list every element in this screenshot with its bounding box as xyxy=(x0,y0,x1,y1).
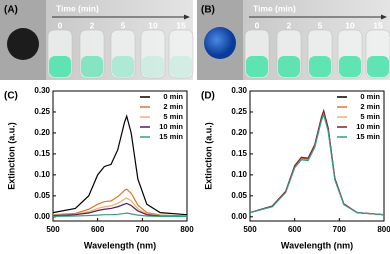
panel-label: (B) xyxy=(201,5,215,16)
tube-liquid xyxy=(278,56,300,77)
legend-label: 0 min xyxy=(360,92,380,101)
tube-liquid xyxy=(170,56,192,77)
sample-disk xyxy=(204,27,236,59)
panel-label: (A) xyxy=(4,5,18,16)
tube-liquid xyxy=(246,56,268,77)
y-axis-title: Extinction (a.u.) xyxy=(6,122,16,190)
y-tick-label: 0.25 xyxy=(34,107,50,116)
time-value: 2 xyxy=(90,20,95,30)
x-tick-label: 700 xyxy=(136,225,150,234)
time-label: Time (min) xyxy=(56,3,99,13)
time-value: 5 xyxy=(121,20,126,30)
time-value: 0 xyxy=(58,20,63,30)
legend-label: 10 min xyxy=(356,122,380,131)
series-line xyxy=(52,212,187,217)
y-tick-label: 0.05 xyxy=(231,191,247,200)
time-label: Time (min) xyxy=(253,3,296,13)
legend-label: 5 min xyxy=(163,112,183,121)
sample-disk xyxy=(7,28,39,60)
arrow-head xyxy=(184,14,190,20)
tube xyxy=(140,29,166,79)
legend-label: 15 min xyxy=(159,132,183,141)
y-tick-label: 0.30 xyxy=(34,86,50,95)
tube-liquid xyxy=(142,56,164,77)
time-value: 15 xyxy=(373,20,383,30)
tube xyxy=(168,29,194,79)
tube-liquid xyxy=(49,56,71,77)
series-line xyxy=(249,112,385,216)
time-value: 2 xyxy=(287,20,292,30)
plot-frame xyxy=(52,90,188,222)
x-tick-label: 600 xyxy=(91,225,105,234)
x-axis-title: Wavelength (nm) xyxy=(281,240,353,250)
legend-label: 5 min xyxy=(360,112,380,121)
y-tick-label: 0.30 xyxy=(231,86,247,95)
x-axis-title: Wavelength (nm) xyxy=(84,240,156,250)
x-tick-label: 500 xyxy=(243,225,257,234)
x-tick-label: 800 xyxy=(180,225,194,234)
time-value: 10 xyxy=(345,20,355,30)
legend-label: 10 min xyxy=(159,122,183,131)
y-tick-label: 0.00 xyxy=(34,212,50,221)
arrow-head xyxy=(381,14,387,20)
plot-frame xyxy=(249,90,385,222)
tube-liquid xyxy=(309,56,331,77)
time-value: 0 xyxy=(255,20,260,30)
y-tick-label: 0.20 xyxy=(34,128,50,137)
y-tick-label: 0.05 xyxy=(34,191,50,200)
y-tick-label: 0.20 xyxy=(231,128,247,137)
y-tick-label: 0.15 xyxy=(231,149,247,158)
tube-liquid xyxy=(112,56,134,77)
y-tick-label: 0.10 xyxy=(34,170,50,179)
legend-label: 2 min xyxy=(360,102,380,111)
time-value: 10 xyxy=(148,20,158,30)
tube-liquid xyxy=(81,56,103,77)
series-line xyxy=(52,114,188,216)
tube-liquid xyxy=(339,56,361,77)
series-line xyxy=(52,188,188,217)
series-line xyxy=(52,202,188,217)
legend-label: 0 min xyxy=(163,92,183,101)
time-value: 15 xyxy=(176,20,186,30)
y-tick-label: 0.00 xyxy=(231,212,247,221)
panel-label: (D) xyxy=(201,91,215,102)
x-tick-label: 600 xyxy=(288,225,302,234)
y-tick-label: 0.25 xyxy=(231,107,247,116)
x-tick-label: 700 xyxy=(333,225,347,234)
tube xyxy=(110,29,136,79)
legend-label: 15 min xyxy=(356,132,380,141)
panel-label: (C) xyxy=(4,91,18,102)
y-axis-title: Extinction (a.u.) xyxy=(203,122,213,190)
series-line xyxy=(52,197,188,217)
time-value: 5 xyxy=(318,20,323,30)
x-tick-label: 800 xyxy=(377,225,390,234)
y-tick-label: 0.10 xyxy=(231,170,247,179)
tube-liquid xyxy=(367,56,389,77)
x-tick-label: 500 xyxy=(46,225,60,234)
legend-label: 2 min xyxy=(163,102,183,111)
y-tick-label: 0.15 xyxy=(34,149,50,158)
